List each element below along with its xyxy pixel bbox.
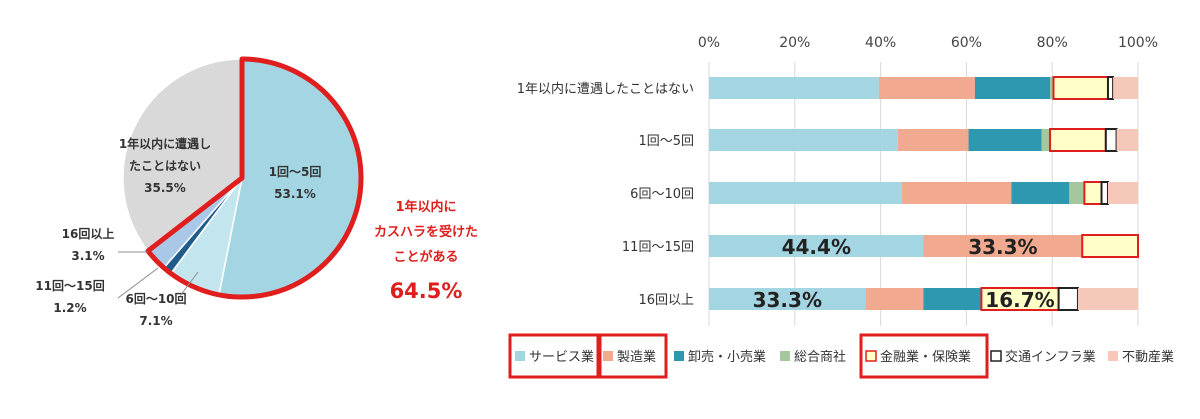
legend-highlight-2 bbox=[859, 333, 989, 379]
legend-swatch-6 bbox=[1108, 351, 1118, 361]
legend-label-0: サービス業 bbox=[529, 349, 594, 365]
bar-4-5 bbox=[1057, 287, 1079, 311]
bar-4-2 bbox=[923, 288, 982, 310]
bar-0-2 bbox=[974, 77, 1051, 99]
bar-data-labels: 44.4% 33.3% 33.3% 16.7% bbox=[753, 235, 1055, 312]
legend-swatch-5 bbox=[990, 350, 1002, 362]
bar-4-1 bbox=[865, 288, 924, 310]
bar-0-5 bbox=[1106, 76, 1115, 100]
bar-2-3 bbox=[1069, 182, 1085, 204]
legend-swatch-3 bbox=[780, 351, 790, 361]
bar-2-1 bbox=[902, 182, 1012, 204]
bar-0-4 bbox=[1052, 76, 1109, 100]
category-label-4: 16回以上 bbox=[638, 293, 694, 308]
legend-label-4: 金融業・保険業 bbox=[880, 349, 971, 365]
pie-slice-4 bbox=[122, 58, 243, 252]
pie-label-3-1: 3.1% bbox=[71, 249, 104, 263]
x-tick-4: 80% bbox=[1037, 35, 1068, 51]
bar-1-3 bbox=[1041, 129, 1051, 151]
callout: 1年以内に カスハラを受けた ことがある 64.5% bbox=[374, 199, 478, 303]
bar-1-5 bbox=[1104, 128, 1118, 152]
category-label-3: 11回～15回 bbox=[622, 240, 694, 255]
bar-1-6 bbox=[1116, 129, 1138, 151]
category-label-0: 1年以内に遭遇したことはない bbox=[517, 81, 694, 97]
bar-3-1 bbox=[923, 235, 1083, 257]
legend: サービス業 製造業 卸売・小売業 総合商社 金融業・保険業 交通インフラ業 不動産業 bbox=[508, 333, 1174, 379]
legend-label-6: 不動産業 bbox=[1122, 349, 1174, 365]
bar-2-2 bbox=[1011, 182, 1070, 204]
pie-label-1-0: 6回～10回 bbox=[125, 292, 186, 306]
legend-highlight-1 bbox=[596, 333, 668, 379]
legend-label-1: 製造業 bbox=[617, 349, 656, 365]
pie-leader-1 bbox=[117, 267, 159, 299]
bar-4-6 bbox=[1077, 288, 1138, 310]
pie-label-4-0: 1年以内に遭遇し bbox=[119, 136, 211, 151]
data-label-3: 16.7% bbox=[985, 288, 1054, 312]
bar-3-0 bbox=[709, 235, 924, 257]
pie-label-1-1: 7.1% bbox=[139, 314, 172, 328]
x-tick-0: 0% bbox=[698, 35, 720, 51]
callout-line-3: ことがある bbox=[393, 249, 458, 265]
pie-label-3-0: 16回以上 bbox=[62, 226, 115, 241]
pie-label-4-1: たことはない bbox=[129, 159, 201, 173]
bar-0-6 bbox=[1113, 77, 1138, 99]
callout-value: 64.5% bbox=[390, 279, 463, 303]
legend-swatch-0 bbox=[515, 351, 525, 361]
legend-swatch-1 bbox=[603, 351, 613, 361]
pie-label-4-2: 35.5% bbox=[144, 181, 186, 195]
pie-label-0-1: 53.1% bbox=[274, 187, 316, 201]
legend-swatch-4 bbox=[865, 350, 877, 362]
legend-label-2: 卸売・小売業 bbox=[688, 349, 766, 365]
bar-1-4 bbox=[1049, 128, 1107, 152]
bar-1-0 bbox=[709, 129, 898, 151]
bar-4-0 bbox=[709, 288, 866, 310]
bar-2-4 bbox=[1083, 181, 1103, 205]
bar-2-6 bbox=[1107, 182, 1138, 204]
data-label-0: 44.4% bbox=[782, 235, 851, 259]
bar-x-ticks: 0% 20% 40% 60% 80% 100% bbox=[698, 35, 1158, 51]
bar-category-labels: 1年以内に遭遇したことはない 1回～5回 6回～10回 11回～15回 16回以上 bbox=[517, 81, 694, 308]
callout-line-1: 1年以内に bbox=[395, 199, 456, 215]
callout-line-2: カスハラを受けた bbox=[374, 224, 478, 240]
x-tick-2: 40% bbox=[865, 35, 896, 51]
data-label-2: 33.3% bbox=[753, 288, 822, 312]
legend-swatch-2 bbox=[674, 351, 684, 361]
bar-2-5 bbox=[1100, 181, 1109, 205]
category-label-1: 1回～5回 bbox=[638, 134, 694, 149]
x-tick-1: 20% bbox=[779, 35, 810, 51]
bar-0-0 bbox=[709, 77, 879, 99]
x-tick-5: 100% bbox=[1118, 35, 1158, 51]
legend-highlight-0 bbox=[508, 333, 602, 379]
pie-leader-2 bbox=[179, 271, 199, 297]
pie-highlight-outline bbox=[145, 56, 364, 300]
legend-label-5: 交通インフラ業 bbox=[1005, 349, 1096, 365]
pie-label-2-1: 1.2% bbox=[53, 301, 86, 315]
bar-1-1 bbox=[897, 129, 969, 151]
bar-2-0 bbox=[709, 182, 903, 204]
data-label-1: 33.3% bbox=[968, 235, 1037, 259]
bar-chart bbox=[709, 76, 1139, 311]
category-label-2: 6回～10回 bbox=[630, 187, 694, 202]
pie-label-0-0: 1回～5回 bbox=[269, 165, 322, 179]
pie-label-2-0: 11回～15回 bbox=[35, 279, 104, 293]
pie-chart bbox=[122, 56, 364, 300]
bar-0-1 bbox=[878, 77, 975, 99]
x-tick-3: 60% bbox=[951, 35, 982, 51]
bar-3-4 bbox=[1081, 234, 1139, 258]
pie-labels: 1回～5回 53.1% 1年以内に遭遇したことはない 35.5% 16回以上 3.1% 11… bbox=[35, 136, 321, 328]
bar-1-2 bbox=[968, 129, 1042, 151]
legend-label-3: 総合商社 bbox=[794, 349, 846, 365]
bar-0-3 bbox=[1050, 77, 1054, 99]
